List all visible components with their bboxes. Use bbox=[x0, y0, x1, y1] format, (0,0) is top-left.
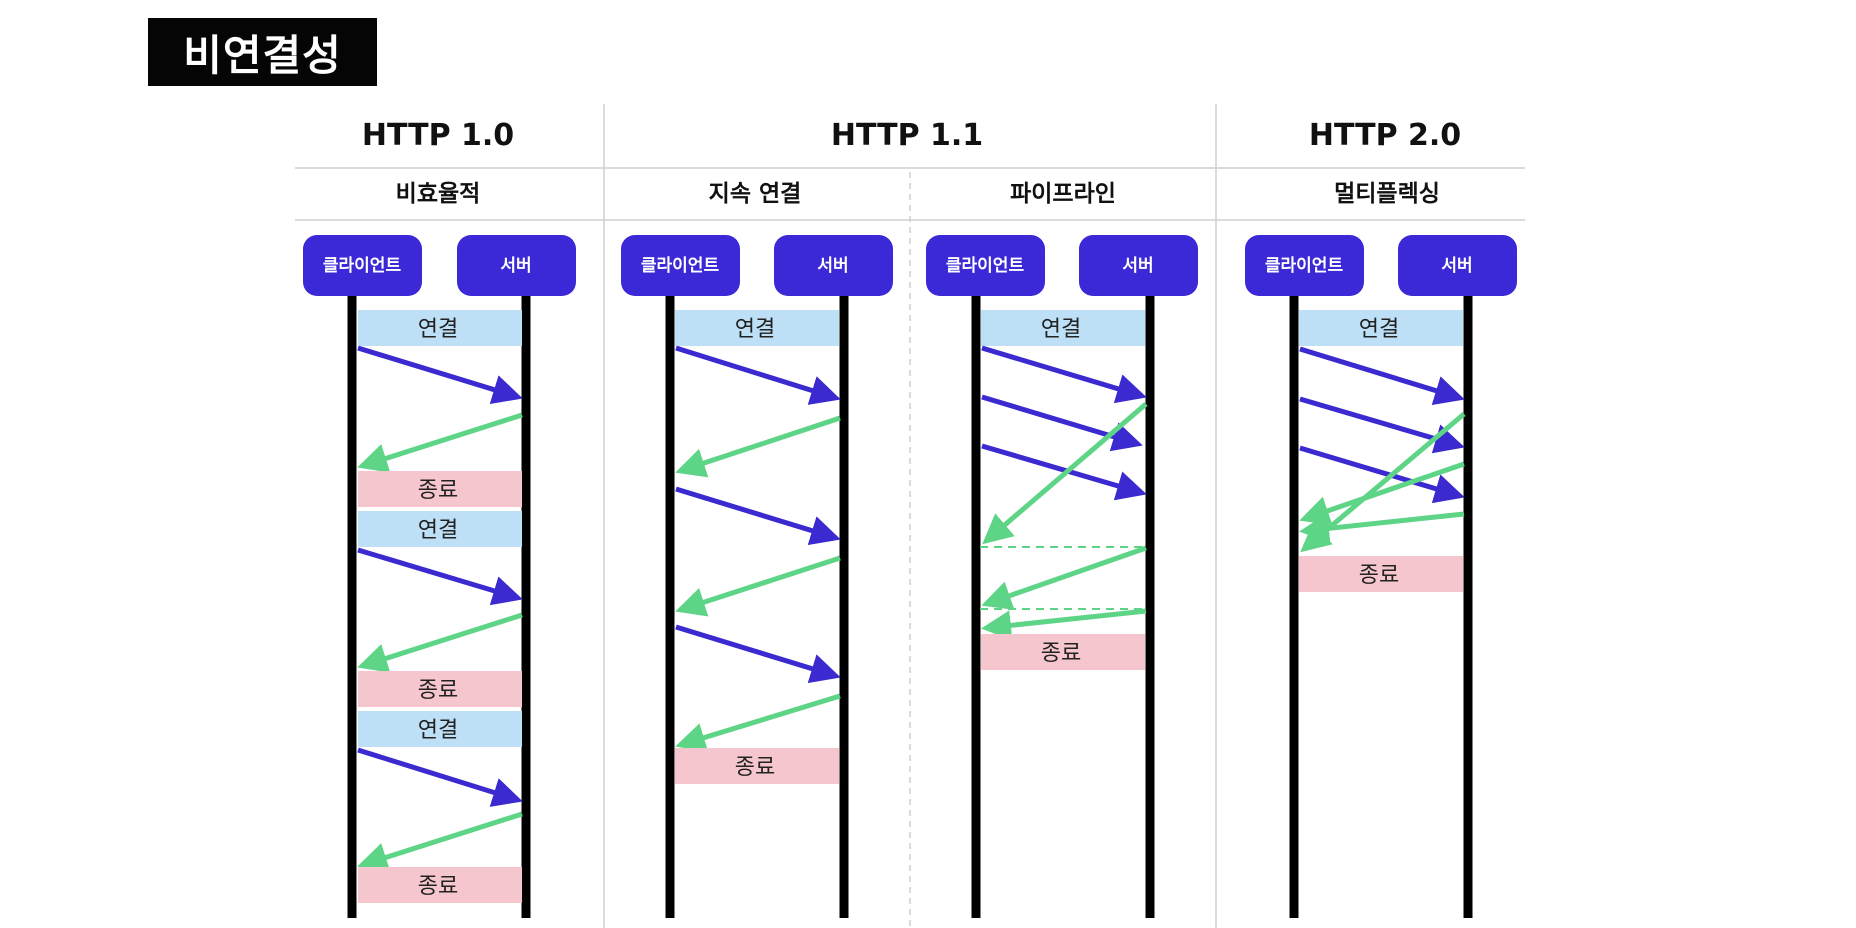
server-box bbox=[774, 235, 893, 296]
connect-bar bbox=[358, 711, 522, 747]
client-label: 클라이언트 bbox=[1265, 256, 1344, 276]
client-box bbox=[303, 235, 422, 296]
response-arrow bbox=[675, 693, 841, 753]
server-box bbox=[1079, 235, 1198, 296]
client-label: 클라이언트 bbox=[641, 256, 720, 276]
column-header-http11: HTTP 1.1 bbox=[831, 118, 983, 153]
server-label: 서버 bbox=[1122, 256, 1153, 276]
response-arrow bbox=[1299, 461, 1465, 526]
request-arrow bbox=[357, 345, 523, 405]
request-arrow bbox=[981, 443, 1147, 501]
response-arrow bbox=[357, 811, 523, 872]
lane-http10: 클라이언트 서버 연결 종료 연결 종료 연결 종료 bbox=[303, 235, 576, 918]
subheader-multiplexing: 멀티플렉싱 bbox=[1334, 181, 1440, 207]
connect-label: 연결 bbox=[735, 317, 775, 342]
column-header-http20: HTTP 2.0 bbox=[1309, 118, 1461, 153]
client-box bbox=[1245, 235, 1364, 296]
response-arrow bbox=[357, 612, 523, 673]
server-box bbox=[1398, 235, 1517, 296]
server-label: 서버 bbox=[1441, 256, 1472, 276]
connect-bar bbox=[675, 310, 839, 346]
connect-label: 연결 bbox=[418, 718, 458, 743]
request-arrow bbox=[981, 345, 1147, 404]
client-box bbox=[926, 235, 1045, 296]
subheader-pipeline: 파이프라인 bbox=[1010, 181, 1116, 207]
request-arrow bbox=[1299, 346, 1465, 406]
server-label: 서버 bbox=[817, 256, 848, 276]
response-arrow bbox=[981, 608, 1147, 641]
server-label: 서버 bbox=[500, 256, 531, 276]
connect-bar bbox=[358, 310, 522, 346]
response-arrow bbox=[675, 415, 841, 478]
close-label: 종료 bbox=[418, 874, 458, 899]
connect-label: 연결 bbox=[418, 518, 458, 543]
connect-label: 연결 bbox=[1359, 317, 1399, 342]
server-box bbox=[457, 235, 576, 296]
close-bar bbox=[358, 471, 522, 507]
close-label: 종료 bbox=[1041, 641, 1081, 666]
close-bar bbox=[1299, 556, 1463, 592]
client-label: 클라이언트 bbox=[323, 256, 402, 276]
close-label: 종료 bbox=[418, 678, 458, 703]
subheader-persistent: 지속 연결 bbox=[709, 181, 802, 207]
connect-bar bbox=[358, 511, 522, 547]
close-bar bbox=[981, 634, 1145, 670]
request-arrow bbox=[675, 486, 841, 546]
connect-bar bbox=[981, 310, 1145, 346]
connect-label: 연결 bbox=[418, 317, 458, 342]
request-arrow bbox=[675, 624, 841, 684]
close-label: 종료 bbox=[1359, 563, 1399, 588]
close-bar bbox=[358, 671, 522, 707]
subheader-inefficient: 비효율적 bbox=[396, 181, 481, 207]
client-label: 클라이언트 bbox=[946, 256, 1025, 276]
lane-multiplexing: 클라이언트 서버 연결 종료 bbox=[1245, 235, 1517, 918]
request-arrow bbox=[981, 394, 1143, 452]
page-title: 비연결성 bbox=[148, 18, 377, 86]
request-arrow bbox=[1299, 445, 1465, 504]
column-header-http10: HTTP 1.0 bbox=[362, 118, 514, 153]
lane-pipeline: 클라이언트 서버 연결 종료 bbox=[926, 235, 1198, 918]
client-box bbox=[621, 235, 740, 296]
request-arrow bbox=[357, 547, 523, 606]
close-bar bbox=[675, 748, 839, 784]
close-label: 종료 bbox=[735, 755, 775, 780]
close-label: 종료 bbox=[418, 478, 458, 503]
response-arrow bbox=[1299, 511, 1465, 544]
request-arrow bbox=[675, 345, 841, 405]
response-arrow bbox=[357, 412, 523, 473]
response-arrow bbox=[675, 555, 841, 617]
close-bar bbox=[358, 867, 522, 903]
connect-bar bbox=[1299, 310, 1463, 346]
response-arrow bbox=[982, 402, 1148, 545]
lane-persistent: 클라이언트 서버 연결 종료 bbox=[621, 235, 893, 918]
connect-label: 연결 bbox=[1041, 317, 1081, 342]
response-arrow bbox=[981, 545, 1147, 610]
request-arrow bbox=[357, 747, 523, 807]
